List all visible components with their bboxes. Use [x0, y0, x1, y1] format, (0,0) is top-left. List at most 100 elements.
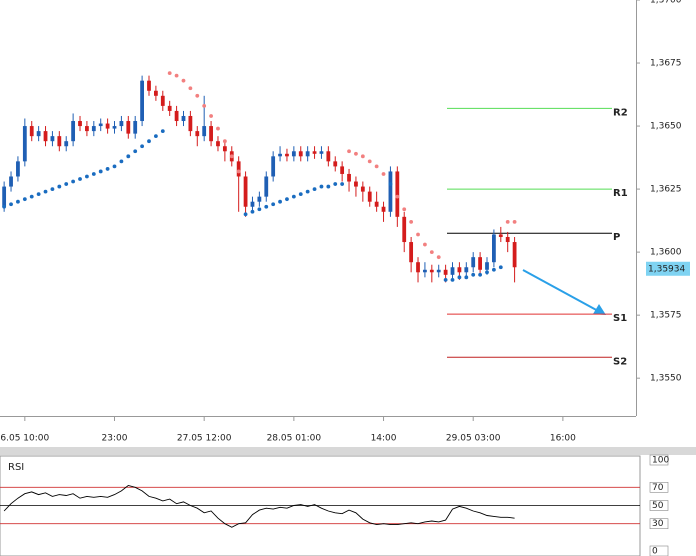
candle-body	[147, 80, 151, 91]
sar-dot	[347, 149, 351, 154]
sar-dot	[388, 182, 393, 186]
candle-body	[367, 191, 372, 202]
sar-dot	[374, 164, 379, 169]
plot-area	[0, 0, 636, 416]
sar-dot	[64, 182, 69, 186]
candle-body	[264, 176, 269, 197]
sar-dot	[236, 169, 241, 174]
sar-dot	[340, 182, 345, 186]
candle-body	[478, 257, 483, 270]
x-tick-label: 29.05 03:00	[446, 434, 501, 444]
sar-dot	[9, 202, 13, 207]
x-tick-label: 27.05 12:00	[177, 434, 232, 444]
candle-body	[423, 269, 427, 273]
sar-dot	[57, 184, 62, 189]
sar-dot	[429, 250, 434, 255]
sar-dot	[22, 197, 27, 202]
rsi-line	[3, 485, 515, 528]
pivot-label: S2	[613, 356, 627, 367]
candle-body	[457, 267, 462, 273]
sar-dot	[395, 194, 400, 199]
sar-dot	[250, 209, 255, 214]
candle-body	[202, 126, 207, 137]
sar-dot	[140, 144, 144, 149]
candle-body	[471, 257, 476, 268]
sar-dot	[126, 154, 131, 159]
sar-dot	[367, 159, 372, 164]
candle-body	[133, 121, 138, 134]
sar-dot	[305, 189, 310, 194]
sar-dot	[36, 192, 41, 197]
y-tick-label: 30	[652, 519, 664, 529]
candle-body	[298, 151, 303, 157]
candle-body	[485, 262, 489, 270]
sar-dot	[16, 199, 20, 204]
candle-body	[340, 166, 345, 174]
sar-dot	[85, 174, 89, 179]
candle-body	[374, 201, 379, 207]
candle-body	[271, 156, 276, 177]
candle-body	[395, 171, 400, 217]
forecast-arrow-head	[593, 304, 606, 315]
candle-body	[333, 161, 338, 167]
candle-body	[140, 80, 144, 122]
sar-dot	[133, 149, 138, 154]
candle-body	[36, 131, 41, 137]
current-price-box	[646, 261, 690, 276]
candle-body	[492, 234, 496, 263]
candle-body	[354, 181, 358, 187]
candle-body	[188, 115, 193, 132]
sar-dot	[2, 204, 7, 209]
candle-body	[319, 151, 324, 154]
candle-body	[257, 196, 262, 202]
current-price-label: 1,35934	[648, 264, 685, 274]
candle-body	[360, 186, 365, 192]
sar-dot	[326, 184, 331, 189]
candle-body	[285, 153, 289, 157]
sar-dot	[119, 159, 124, 164]
candle-body	[64, 141, 69, 147]
sar-dot	[409, 219, 414, 224]
candle-body	[71, 121, 76, 142]
candle-body	[181, 115, 186, 122]
y-tick-label: 1,3550	[650, 374, 682, 384]
pivot-label: S1	[613, 313, 627, 324]
sar-dot	[312, 187, 317, 191]
sar-dot	[264, 204, 269, 209]
y-tick-label: 1,3650	[650, 122, 682, 132]
candle-body	[498, 234, 503, 237]
sar-dot	[354, 151, 358, 156]
panel-separator	[0, 447, 696, 455]
y-tick-label: 1,3700	[650, 0, 682, 6]
y-tick-box	[649, 500, 669, 511]
candle-body	[57, 136, 62, 147]
candle-body	[2, 186, 7, 207]
candle-body	[326, 151, 331, 162]
sar-dot	[464, 275, 469, 280]
sar-dot	[512, 219, 517, 224]
sar-dot	[319, 184, 324, 189]
sar-dot	[333, 182, 338, 186]
candle-body	[78, 121, 82, 127]
sar-dot	[91, 172, 96, 176]
rsi-panel	[0, 455, 641, 556]
candle-body	[91, 126, 96, 132]
candle-body	[153, 90, 158, 96]
candle-body	[209, 126, 213, 142]
candle-body	[160, 95, 165, 106]
y-tick-box	[649, 518, 669, 530]
sar-dot	[278, 199, 282, 204]
sar-dot	[188, 86, 193, 91]
sar-dot	[257, 207, 262, 212]
x-tick-label: 14:00	[371, 434, 397, 444]
y-tick-label: 0	[652, 547, 658, 556]
candle-body	[388, 171, 393, 212]
forecast-arrow	[522, 269, 601, 313]
candle-body	[347, 173, 351, 182]
sar-dot	[423, 242, 427, 247]
sar-dot	[285, 197, 289, 202]
candle-body	[98, 123, 103, 127]
sar-dot	[478, 272, 483, 277]
sar-dot	[402, 207, 407, 212]
